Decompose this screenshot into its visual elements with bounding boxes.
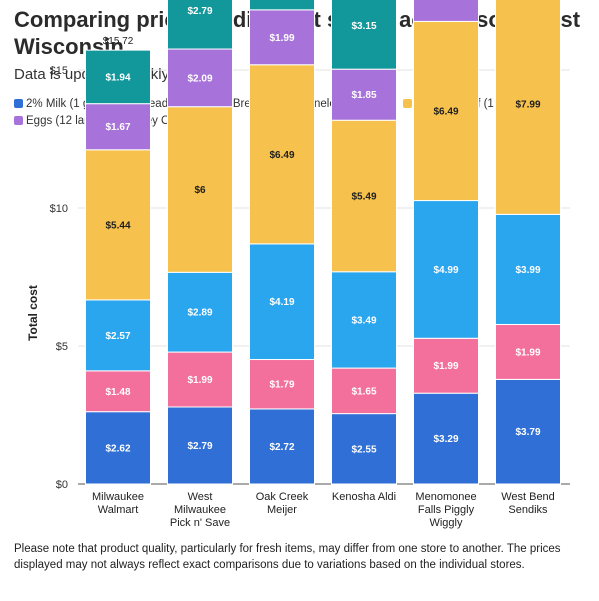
- segment-value-label: $2.09: [187, 73, 212, 84]
- bar-segment: [249, 64, 315, 245]
- x-category-label-line: Milwaukee: [174, 504, 226, 516]
- segment-value-label: $1.67: [105, 122, 130, 133]
- y-tick-label: $15: [50, 65, 68, 77]
- bar-segment: [495, 323, 561, 380]
- x-category-label-line: Falls Piggly: [418, 504, 475, 516]
- segment-value-label: $4.99: [433, 265, 458, 276]
- segment-value-label: $1.99: [269, 33, 294, 44]
- bar-segment: [331, 413, 397, 485]
- x-category-label-line: West: [188, 491, 213, 503]
- x-category-label: West Milwaukee Pick n' Save: [170, 491, 230, 529]
- segment-value-label: $1.99: [433, 361, 458, 372]
- x-category-label: West Bend Sendiks: [501, 491, 555, 516]
- bar-segment: [249, 243, 315, 361]
- segment-value-label: $1.65: [351, 386, 376, 397]
- segment-value-label: $6: [194, 185, 206, 196]
- bar-segment: [85, 370, 151, 413]
- bar-segment: [167, 0, 233, 50]
- bar-segment: [249, 0, 315, 11]
- segment-value-label: $2.62: [105, 443, 130, 454]
- x-category-label-line: Kenosha Aldi: [332, 491, 396, 503]
- legend-swatch: [14, 116, 23, 125]
- segment-value-label: $1.85: [351, 90, 376, 101]
- x-category-label-line: Wiggly: [429, 517, 463, 529]
- footnote: Please note that product quality, partic…: [14, 543, 561, 571]
- y-tick-label: $0: [56, 479, 68, 491]
- bar-segment: [167, 406, 233, 485]
- bar-segment: [167, 351, 233, 408]
- bar-segment: [413, 200, 479, 339]
- bar-segment: [85, 411, 151, 485]
- bar-segment: [413, 20, 479, 202]
- segment-value-label: $1.79: [269, 380, 294, 391]
- x-category-label-line: Walmart: [98, 504, 139, 516]
- x-category-label: Milwaukee Walmart: [92, 491, 144, 516]
- bar-segment: [167, 271, 233, 353]
- segment-value-label: $3.15: [351, 21, 376, 32]
- legend-item: Eggs (12 large): [14, 113, 105, 130]
- legend-swatch: [403, 99, 413, 108]
- segment-value-label: $5.49: [351, 191, 376, 202]
- segment-value-label: $2.79: [187, 441, 212, 452]
- bar-segment: [85, 149, 151, 301]
- bar-segment: [331, 0, 397, 70]
- bar-segment: [331, 367, 397, 415]
- bar-segment: [331, 119, 397, 273]
- bar-segment: [331, 68, 397, 121]
- legend-label: Eggs (12 large): [26, 115, 105, 127]
- bar-segment: [85, 299, 151, 372]
- segment-value-label: $2.89: [187, 308, 212, 319]
- x-category-label: Menomonee Falls Piggly Wiggly: [415, 491, 476, 529]
- segment-value-label: $2.57: [105, 331, 130, 342]
- bar-segment: [495, 378, 561, 485]
- stacked-bar-chart: $0$5$10$15$20Total cost$2.62$1.48$2.57$5…: [26, 0, 570, 529]
- segment-value-label: $2.72: [269, 442, 294, 453]
- bar-segment: [495, 0, 561, 215]
- x-category-label: Kenosha Aldi: [332, 491, 396, 503]
- bar-segment: [167, 48, 233, 108]
- y-tick-label: $5: [56, 341, 68, 353]
- segment-value-label: $2.79: [187, 6, 212, 17]
- legend-swatch: [14, 99, 23, 108]
- x-category-label: Oak Creek Meijer: [256, 491, 309, 516]
- segment-value-label: $4.19: [269, 297, 294, 308]
- segment-value-label: $2.55: [351, 444, 376, 455]
- x-category-label-line: Menomonee: [415, 491, 476, 503]
- segment-value-label: $3.79: [515, 427, 540, 438]
- segment-value-label: $5.44: [105, 220, 130, 231]
- x-category-label-line: Milwaukee: [92, 491, 144, 503]
- x-category-label-line: West Bend: [501, 491, 555, 503]
- segment-value-label: $1.99: [187, 375, 212, 386]
- bar-segment: [167, 106, 233, 273]
- bar-segment: [85, 49, 151, 105]
- bar-segment: [249, 408, 315, 485]
- y-tick-label: $10: [50, 203, 68, 215]
- segment-value-label: $6.49: [433, 106, 458, 117]
- segment-value-label: $3.49: [351, 315, 376, 326]
- segment-value-label: $1.99: [515, 347, 540, 358]
- segment-value-label: $3.99: [515, 265, 540, 276]
- x-category-label-line: Sendiks: [508, 504, 548, 516]
- segment-value-label: $1.48: [105, 387, 130, 398]
- segment-value-label: $6.49: [269, 150, 294, 161]
- bar-segment: [249, 9, 315, 66]
- bar-segment: [413, 0, 479, 22]
- x-category-label-line: Oak Creek: [256, 491, 309, 503]
- bar-segment: [413, 337, 479, 394]
- x-category-label-line: Meijer: [267, 504, 297, 516]
- bar-total-label: $15.72: [103, 36, 134, 47]
- segment-value-label: $1.94: [105, 72, 130, 83]
- x-category-label-line: Pick n' Save: [170, 517, 230, 529]
- y-axis-title: Total cost: [26, 285, 40, 341]
- segment-value-label: $7.99: [515, 100, 540, 111]
- segment-value-label: $3.29: [433, 434, 458, 445]
